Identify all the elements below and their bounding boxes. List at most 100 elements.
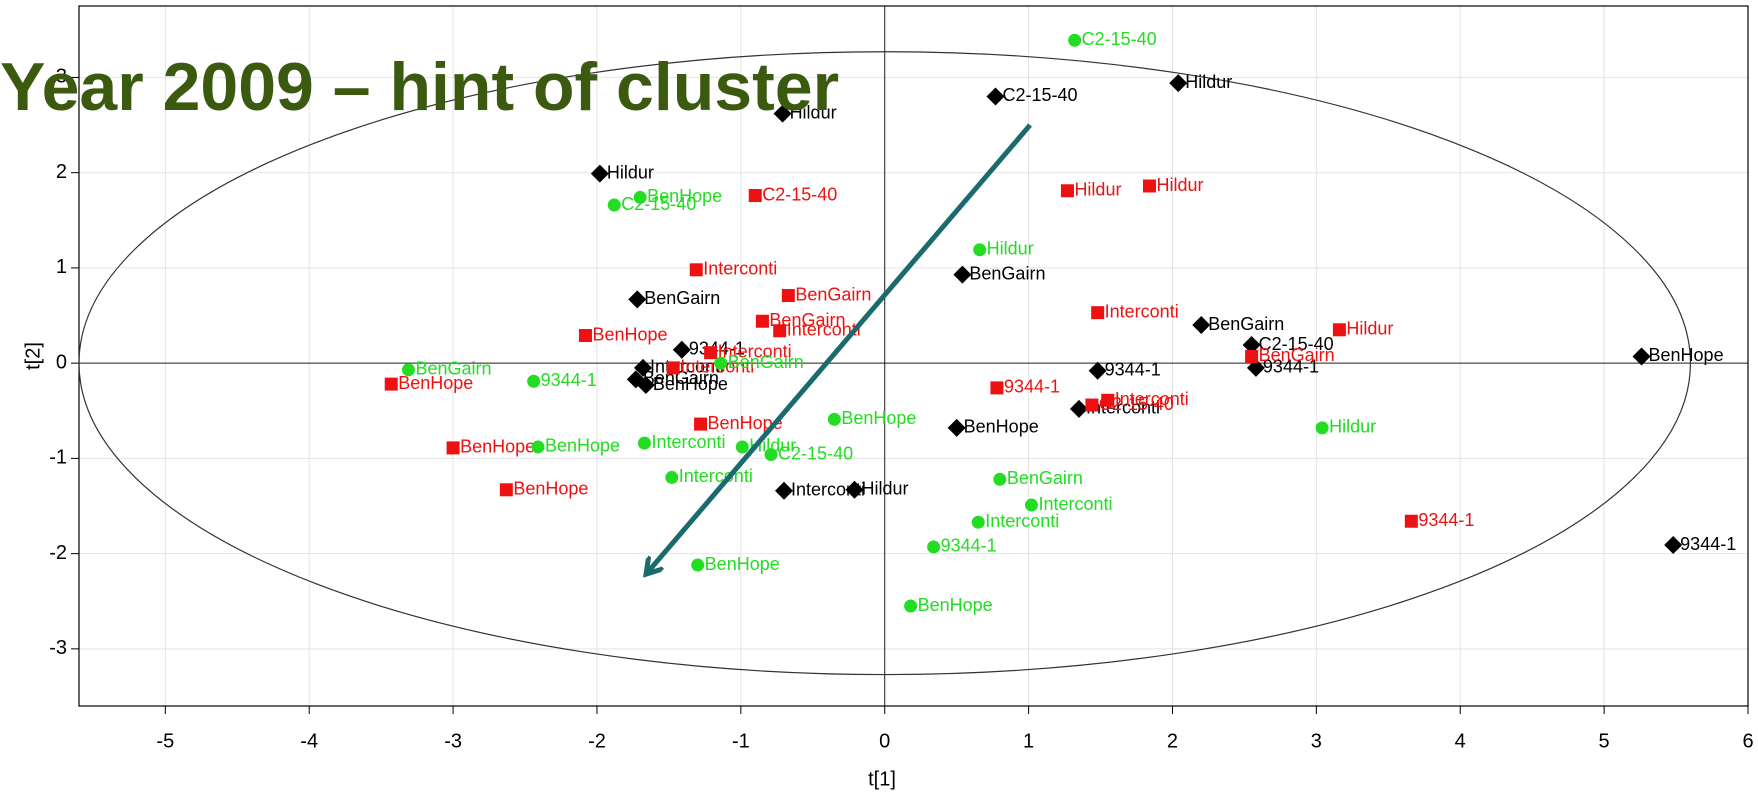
point-label: BenGairn [769,310,845,330]
point [590,164,609,183]
point-label: C2-15-40 [621,194,696,214]
point-label: BenHope [592,324,667,344]
point [1246,358,1265,377]
point-label: BenHope [647,186,722,206]
x-tick-label: 3 [1311,730,1322,752]
point-label: BenHope [1649,345,1724,365]
point-label: C2-15-40 [1082,29,1157,49]
point-label: 9344-1 [1263,357,1319,377]
point-label: Interconti [679,466,753,486]
y-tick-label: -1 [49,447,67,469]
point [1142,179,1156,193]
point [672,340,691,359]
point [990,381,1004,395]
point-label: Hildur [607,162,654,182]
point [947,418,966,437]
point-label: Interconti [718,341,792,361]
point-label: Interconti [703,259,777,279]
point-label: 9344-1 [941,536,997,556]
point-label: BenGairn [644,288,720,308]
point [694,417,708,431]
y-tick-label: 3 [56,66,67,88]
point-label: C2-15-40 [1099,394,1174,414]
point [1101,393,1115,407]
point [973,243,987,257]
x-tick-label: 6 [1742,730,1753,752]
point-label: Interconti [985,511,1059,531]
chart-title: Year 2009 – hint of cluster [0,49,839,125]
x-tick-label: 4 [1455,730,1466,752]
point-label: 9344-1 [1004,377,1060,397]
point-label: 9344-1 [1680,534,1736,554]
x-tick-label: 2 [1167,730,1178,752]
point [704,346,718,360]
point [384,377,398,391]
point-label: Interconti [1038,494,1112,514]
point [531,440,545,454]
point-label: Hildur [1329,417,1376,437]
y-tick-label: 2 [56,161,67,183]
point [1088,361,1107,380]
point [665,470,679,484]
point-label: BenHope [841,408,916,428]
point-label: BenHope [460,437,535,457]
point [628,290,647,309]
x-axis-label: t[1] [868,768,896,790]
y-tick-label: -2 [49,542,67,564]
point [1332,323,1346,337]
point-label: Interconti [1115,389,1189,409]
point-label: Hildur [1185,72,1232,92]
point [904,599,918,613]
point [691,558,705,572]
x-tick-label: 0 [879,730,890,752]
point [1664,536,1683,555]
x-tick-label: 1 [1023,730,1034,752]
point [1169,74,1188,93]
point [578,329,592,343]
point [1068,33,1082,47]
point-label: Interconti [1105,301,1179,321]
point [401,363,415,377]
point-label: BenHope [398,373,473,393]
point [689,263,703,277]
point [1085,398,1099,412]
point [735,440,749,454]
point-label: BenHope [653,374,728,394]
y-tick-label: 0 [56,351,67,373]
x-tick-label: -5 [156,730,174,752]
point [634,358,653,377]
point [499,483,513,497]
point-label: C2-15-40 [778,443,853,463]
point [773,324,787,338]
point [636,376,655,395]
point [1404,514,1418,528]
x-tick-label: -2 [588,730,606,752]
point-label: C2-15-40 [762,184,837,204]
point-label: Interconti [787,320,861,340]
point-label: BenHope [545,436,620,456]
point-label: BenHope [513,479,588,499]
point-label: BenGairn [643,368,719,388]
point [527,374,541,388]
y-axis-label: t[2] [22,342,44,370]
point-label: BenGairn [728,352,804,372]
y-tick-label: 1 [56,256,67,278]
point [773,104,792,123]
point-label: BenGairn [415,359,491,379]
confidence-ellipse [78,51,1692,676]
point [1242,336,1261,355]
point-label: Interconti [651,432,725,452]
point [764,448,778,462]
point-label: C2-15-40 [1259,334,1334,354]
point [607,198,621,212]
point-label: Hildur [790,102,837,122]
point-label: 9344-1 [1418,510,1474,530]
point [1245,349,1259,363]
x-tick-label: -1 [732,730,750,752]
point-label: Interconti [791,480,865,500]
point [781,289,795,303]
point-label: BenGairn [1208,314,1284,334]
point [971,515,985,529]
point [827,412,841,426]
